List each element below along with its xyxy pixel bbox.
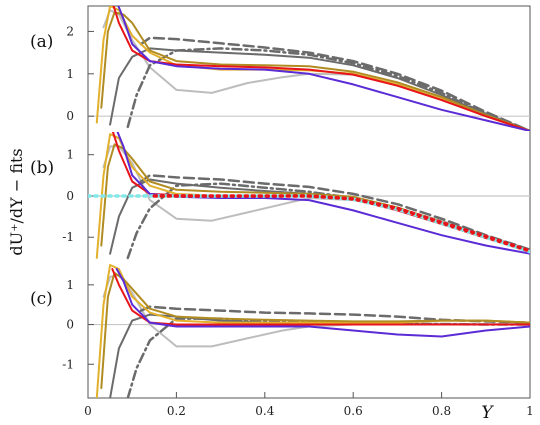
series-line-dark_gray — [109, 47, 530, 131]
series-line-red — [111, 268, 530, 326]
series-line-blue_violet — [117, 6, 530, 131]
y-tick-label: 0 — [66, 109, 74, 123]
panel-2: -1 0 1 (b) — [30, 132, 530, 260]
x-tick-label: 1 — [526, 404, 534, 418]
y-tick-label: -1 — [62, 230, 74, 244]
y-tick-label: 1 — [66, 148, 74, 162]
series-group — [95, 6, 530, 131]
panel-3: -1 0 1 (c) — [30, 264, 530, 398]
y-tick-label: 1 — [66, 278, 74, 292]
series-line-dark_gray — [139, 174, 530, 251]
panel-label: (b) — [30, 158, 54, 178]
panels: 0 1 2 (a) -1 0 1 (b) -1 0 1 (c) — [30, 6, 530, 398]
y-tick-label: 0 — [66, 318, 74, 332]
series-line-dark_gray — [126, 317, 530, 398]
x-tick-label: 0.4 — [255, 404, 274, 418]
series-line-gold — [95, 6, 530, 131]
series-line-red — [112, 6, 530, 131]
series-line-dark_gray — [139, 36, 530, 131]
series-line-blue_violet — [115, 268, 530, 338]
y-tick-label: -1 — [62, 357, 74, 371]
panel-label: (a) — [30, 32, 53, 52]
series-line-red — [152, 194, 530, 253]
y-tick-label: 0 — [66, 189, 74, 203]
series-line-red — [111, 132, 530, 253]
series-group — [88, 132, 530, 260]
series-line-light_gray — [102, 273, 530, 348]
y-tick-label: 2 — [66, 24, 74, 38]
x-axis-label: Y — [481, 403, 494, 423]
panel-label: (c) — [30, 289, 53, 309]
series-group — [95, 264, 530, 398]
series-line-olive — [100, 271, 530, 390]
x-tick-label: 0.2 — [167, 404, 186, 418]
plot-frame — [87, 5, 531, 399]
series-line-dark_gray — [126, 47, 530, 131]
x-tick-label: 0.8 — [432, 404, 451, 418]
x-tick-label: 0.6 — [344, 404, 363, 418]
series-line-olive — [100, 11, 530, 131]
y-axis-label: dU⁺/dY − fits — [7, 148, 26, 255]
panel-1: 0 1 2 (a) — [30, 6, 530, 131]
x-axis: 0 0.2 0.4 0.6 0.8 1 — [84, 392, 534, 418]
series-line-blue_violet — [116, 132, 530, 255]
y-tick-label: 1 — [66, 67, 74, 81]
x-tick-label: 0 — [84, 404, 92, 418]
